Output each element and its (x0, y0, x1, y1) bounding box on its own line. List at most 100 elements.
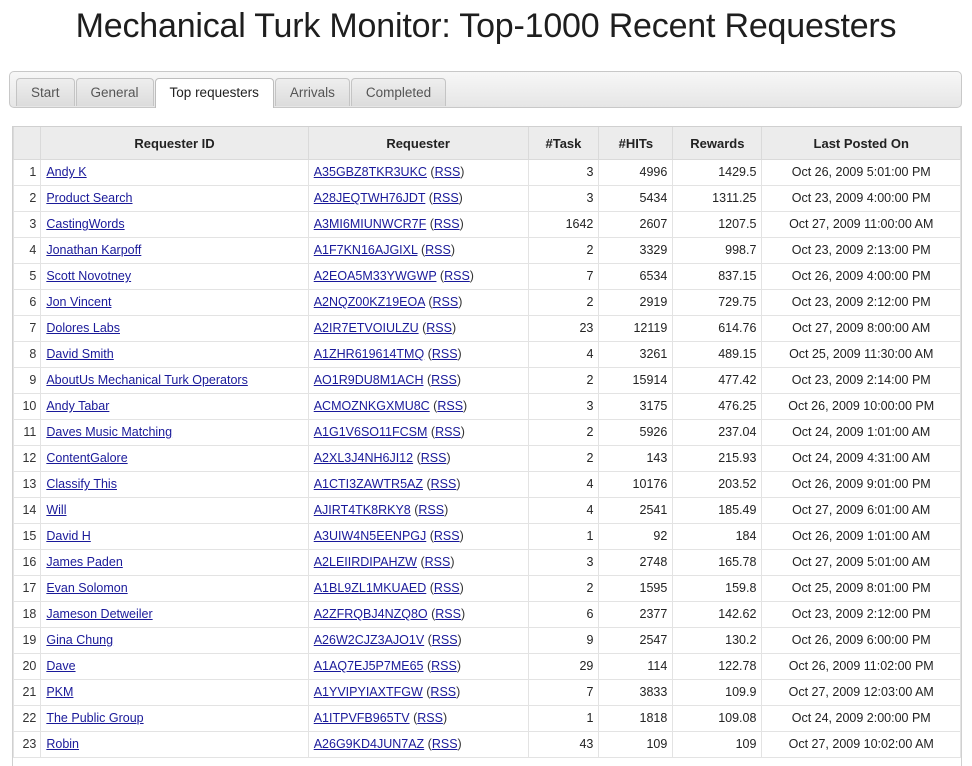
requester-name-link[interactable]: Scott Novotney (46, 269, 132, 283)
requester-name-link[interactable]: PKM (46, 685, 74, 699)
rss-link[interactable]: RSS (426, 321, 452, 335)
requester-name-link[interactable]: AboutUs Mechanical Turk Operators (46, 373, 248, 387)
rss-link[interactable]: RSS (431, 659, 457, 673)
requester-name-cell: Evan Solomon (40, 575, 309, 602)
header-rewards[interactable]: Rewards (672, 127, 763, 160)
tab-start[interactable]: Start (16, 78, 75, 106)
rss-link[interactable]: RSS (431, 737, 458, 751)
row-index: 6 (13, 289, 42, 316)
requester-id-link[interactable]: A1ZHR619614TMQ (313, 347, 425, 361)
requester-name-link[interactable]: Andy Tabar (46, 399, 110, 413)
rss-link[interactable]: RSS (433, 581, 460, 595)
rss-link[interactable]: RSS (418, 503, 445, 517)
requester-name-link[interactable]: David Smith (46, 347, 114, 361)
header-hits[interactable]: #HITs (598, 127, 674, 160)
rss-link[interactable]: RSS (444, 269, 470, 283)
requester-id-link[interactable]: AJIRT4TK8RKY8 (313, 503, 411, 517)
last-posted-cell: Oct 27, 2009 8:00:00 AM (761, 315, 961, 342)
tasks-cell: 43 (527, 731, 600, 758)
requester-name-link[interactable]: Robin (46, 737, 80, 751)
header-tasks[interactable]: #Task (527, 127, 600, 160)
requester-name-cell: David H (40, 523, 309, 550)
tab-completed[interactable]: Completed (350, 78, 447, 106)
rss-link[interactable]: RSS (424, 555, 451, 569)
tab-list: Start General Top requesters Arrivals Co… (16, 78, 447, 108)
row-index: 7 (13, 315, 42, 342)
rewards-cell: 489.15 (672, 341, 763, 368)
requester-name-link[interactable]: Dolores Labs (46, 321, 120, 335)
hits-cell: 143 (598, 445, 674, 472)
requester-id-cell: A1F7KN16AJGIXL (RSS) (307, 237, 529, 264)
rss-link[interactable]: RSS (434, 165, 461, 179)
requester-id-link[interactable]: A3UIW4N5EENPGJ (313, 529, 427, 543)
requester-id-link[interactable]: AO1R9DU8M1ACH (313, 373, 424, 387)
header-requester-id[interactable]: Requester ID (40, 127, 309, 160)
header-requester[interactable]: Requester (307, 127, 529, 160)
header-last-posted[interactable]: Last Posted On (761, 127, 961, 160)
requester-id-link[interactable]: A1AQ7EJ5P7ME65 (313, 659, 424, 673)
rss-link[interactable]: RSS (437, 399, 464, 413)
requester-name-cell: ContentGalore (40, 445, 309, 472)
requester-id-link[interactable]: A1F7KN16AJGIXL (313, 243, 418, 257)
requester-name-link[interactable]: Jonathan Karpoff (46, 243, 142, 257)
requester-id-link[interactable]: A2EOA5M33YWGWP (313, 269, 437, 283)
requester-name-link[interactable]: Product Search (46, 191, 133, 205)
requester-name-link[interactable]: Dave (46, 659, 76, 673)
rss-link[interactable]: RSS (417, 711, 443, 725)
requester-id-link[interactable]: A2ZFRQBJ4NZQ8O (313, 607, 428, 621)
rss-wrapper: (RSS) (423, 659, 462, 673)
requester-name-link[interactable]: Classify This (46, 477, 117, 491)
requester-id-link[interactable]: A26W2CJZ3AJO1V (313, 633, 425, 647)
requester-name-link[interactable]: Evan Solomon (46, 581, 128, 595)
requesters-table: Requester ID Requester #Task #HITs Rewar… (13, 127, 961, 758)
requester-id-link[interactable]: A1ITPVFB965TV (313, 711, 410, 725)
rss-link[interactable]: RSS (431, 347, 458, 361)
requester-name-link[interactable]: CastingWords (46, 217, 125, 231)
requester-id-cell: A2ZFRQBJ4NZQ8O (RSS) (307, 601, 529, 628)
rss-link[interactable]: RSS (425, 243, 451, 257)
requester-id-link[interactable]: A2LEIIRDIPAHZW (313, 555, 417, 569)
requester-id-link[interactable]: A1YVIPYIAXTFGW (313, 685, 423, 699)
requester-id-link[interactable]: A2XL3J4NH6JI12 (313, 451, 414, 465)
requester-id-link[interactable]: A2NQZ00KZ19EOA (313, 295, 425, 309)
rss-wrapper: (RSS) (410, 503, 449, 517)
rss-link[interactable]: RSS (435, 425, 461, 439)
requester-id-link[interactable]: A26G9KD4JUN7AZ (313, 737, 425, 751)
requester-id-link[interactable]: ACMOZNKGXMU8C (313, 399, 430, 413)
requester-id-link[interactable]: A1CTI3ZAWTR5AZ (313, 477, 423, 491)
requester-id-link[interactable]: A1BL9ZL1MKUAED (313, 581, 427, 595)
rss-link[interactable]: RSS (431, 633, 458, 647)
requester-id-link[interactable]: A3MI6MIUNWCR7F (313, 217, 427, 231)
requester-id-link[interactable]: A2IR7ETVOIULZU (313, 321, 419, 335)
requester-name-link[interactable]: The Public Group (46, 711, 144, 725)
rewards-cell: 237.04 (672, 419, 763, 446)
requester-name-link[interactable]: ContentGalore (46, 451, 128, 465)
tab-general[interactable]: General (75, 78, 154, 106)
rss-link[interactable]: RSS (420, 451, 447, 465)
rss-link[interactable]: RSS (435, 607, 461, 621)
rss-link[interactable]: RSS (433, 217, 460, 231)
rss-link[interactable]: RSS (430, 477, 457, 491)
tab-top-requesters[interactable]: Top requesters (154, 78, 274, 108)
rss-wrapper: (RSS) (426, 217, 464, 231)
rewards-cell: 998.7 (672, 237, 763, 264)
requester-name-link[interactable]: Gina Chung (46, 633, 114, 647)
rss-link[interactable]: RSS (432, 295, 459, 309)
requester-name-link[interactable]: Andy K (46, 165, 87, 179)
tab-arrivals[interactable]: Arrivals (274, 78, 350, 106)
rss-link[interactable]: RSS (432, 191, 459, 205)
requester-id-link[interactable]: A1G1V6SO11FCSM (313, 425, 428, 439)
requester-name-link[interactable]: Jameson Detweiler (46, 607, 153, 621)
requester-name-link[interactable]: Daves Music Matching (46, 425, 173, 439)
requester-name-link[interactable]: Will (46, 503, 67, 517)
requester-name-link[interactable]: David H (46, 529, 91, 543)
rss-link[interactable]: RSS (433, 529, 460, 543)
requester-id-link[interactable]: A35GBZ8TKR3UKC (313, 165, 427, 179)
tab-bar: Start General Top requesters Arrivals Co… (9, 71, 962, 108)
rss-wrapper: (RSS) (424, 737, 462, 751)
rss-link[interactable]: RSS (431, 373, 457, 387)
requester-id-link[interactable]: A28JEQTWH76JDT (313, 191, 426, 205)
requester-name-link[interactable]: Jon Vincent (46, 295, 112, 309)
requester-name-link[interactable]: James Paden (46, 555, 123, 569)
rss-link[interactable]: RSS (430, 685, 457, 699)
